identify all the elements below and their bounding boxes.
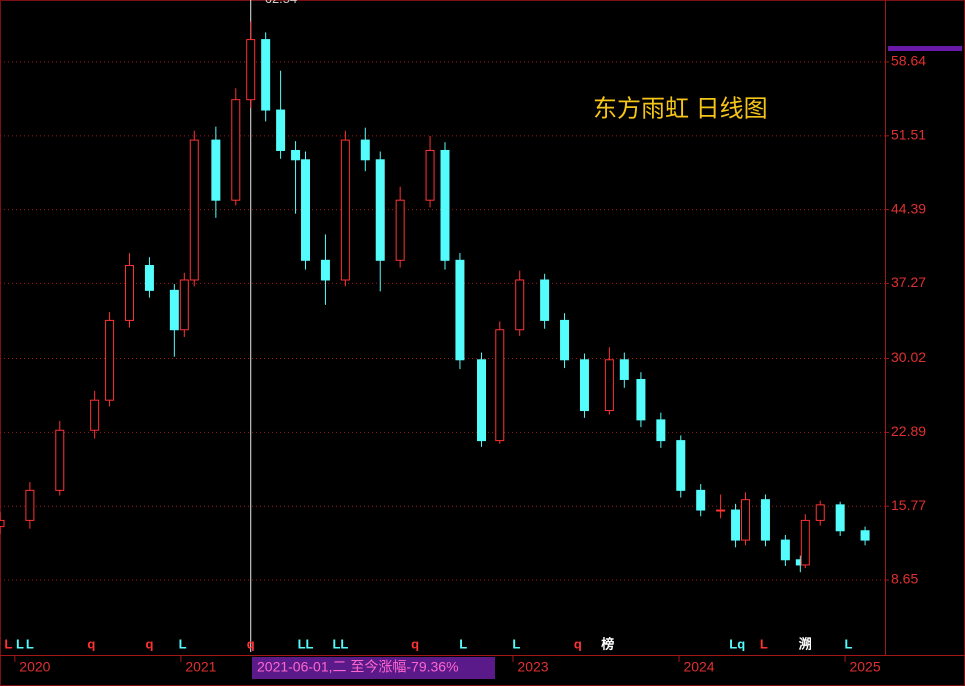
x-tick-label: 2024 [683,659,714,675]
candle-body [425,149,435,201]
candle-body [55,429,65,491]
candle-body [360,139,370,161]
candle-body [105,319,115,401]
y-tick-label: 22.89 [891,423,926,439]
max-label: 62.54 [265,0,298,6]
candle-body [320,259,330,281]
candle-body [716,509,726,512]
y-tick-label: 44.39 [891,200,926,216]
y-tick-label: 8.65 [891,571,918,587]
candle-body [90,399,100,431]
y-tick-label: 51.51 [891,127,926,143]
candle-body [455,259,465,361]
candle-body [656,419,666,442]
signal-label: L [26,636,34,651]
candle-body [375,159,385,261]
candle-body [731,509,741,541]
candle-body [291,149,301,161]
candle-body [0,519,5,528]
candle-body [860,530,870,541]
signal-label: Lq [729,636,745,651]
candle-body [144,264,154,291]
candle-body [604,359,614,412]
signal-label: LL [298,636,314,651]
candle-body [676,440,686,491]
candle-body [25,489,35,521]
signal-label: LL [332,636,348,651]
candle-body [477,359,487,442]
signal-label: q [87,636,95,651]
signal-label: q [145,636,153,651]
candle-body [340,139,350,281]
signal-label: L [760,636,768,651]
candle-body [741,499,751,541]
signal-label: L [512,636,520,651]
x-tick-label: 2023 [517,659,548,675]
candle-body [189,139,199,281]
candle-body [780,539,790,561]
signal-label: L [179,636,187,651]
candle-body [231,99,241,201]
candle-body [560,319,570,361]
candle-body [815,504,825,521]
signal-label: L [4,636,12,651]
y-tick-label: 37.27 [891,274,926,290]
candle-body [440,149,450,261]
signal-label: L [459,636,467,651]
candle-body [395,199,405,261]
candle-body [800,519,810,566]
candle-body [125,264,135,321]
candle-body [696,489,706,511]
signal-label: L [16,636,24,651]
candle-body [246,39,256,101]
x-tick-label: 2020 [19,659,50,675]
y-tick-label: 58.64 [891,53,926,69]
candle-body [636,378,646,421]
y-tick-label: 30.02 [891,349,926,365]
info-label: 2021-06-01,二 至今涨幅-79.36% [257,659,459,675]
candle-body [276,109,286,151]
x-tick-label: 2021 [185,659,216,675]
candle-body [179,279,189,331]
top-right-bar [888,46,962,51]
signal-label: q [247,636,255,651]
candle-body [540,279,550,321]
candle-body [211,139,221,201]
candle-body [169,289,179,331]
candle-body [835,504,845,532]
candle-body [261,39,271,111]
signal-label: L [844,636,852,651]
signal-label: q [574,636,582,651]
candle-body [301,159,311,261]
chart-title: 东方雨虹 日线图 [593,95,768,122]
x-tick-label: 2025 [849,659,880,675]
candle-body [579,359,589,412]
candle-body [760,499,770,541]
signal-label: q [411,636,419,651]
signal-label: 溯 [799,636,812,651]
candle-body [495,329,505,442]
candle-body [515,279,525,331]
y-tick-label: 15.77 [891,497,926,513]
signal-label: 榜 [601,636,614,651]
info-box [252,657,495,679]
candle-body [619,359,629,380]
